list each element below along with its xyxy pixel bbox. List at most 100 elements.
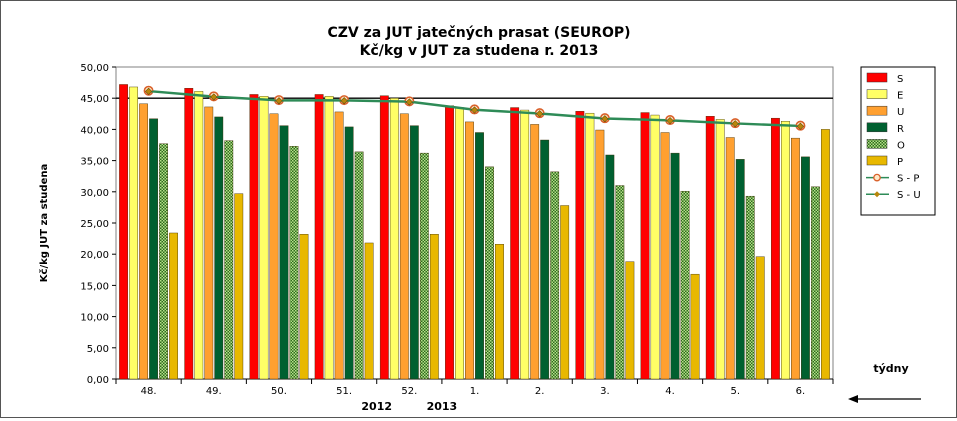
bar-s [771, 117, 780, 380]
x-tick-label: 5. [730, 386, 740, 397]
bar-e [520, 109, 530, 380]
bar-r [670, 152, 680, 380]
bar-u [334, 111, 344, 380]
bar-r [605, 154, 615, 380]
bar-s [510, 107, 520, 380]
y-tick-label: 35,00 [80, 157, 109, 168]
line-point-s-u [144, 87, 153, 95]
arrow-left-icon [848, 395, 921, 403]
chart-title-line2: Kč/kg v JUT za studena r. 2013 [360, 43, 599, 59]
line-point-s-u [405, 98, 413, 106]
y-tick-label: 25,00 [80, 219, 109, 230]
bar-u [465, 121, 474, 380]
bar-s [379, 95, 389, 380]
bar-e [389, 97, 399, 380]
legend-label: R [897, 124, 904, 135]
bar-o [224, 140, 234, 380]
bar-u [791, 137, 800, 380]
legend-label: S [897, 74, 903, 85]
bar-u [269, 113, 279, 380]
line-point-s-u [731, 120, 739, 128]
legend-swatch-p [866, 155, 888, 166]
bar-u [660, 132, 670, 380]
line-point-s-u [796, 122, 805, 130]
y-tick-label: 15,00 [80, 281, 109, 292]
y-tick-label: 30,00 [80, 188, 109, 199]
bar-r [801, 156, 810, 380]
bar-r [149, 118, 158, 380]
bar-r [475, 132, 484, 380]
y-tick-label: 20,00 [80, 250, 109, 261]
y-tick-label: 45,00 [80, 94, 109, 105]
bar-p [299, 234, 309, 380]
bar-u [725, 137, 735, 380]
x-tick-label: 48. [141, 386, 157, 397]
legend-label: S - P [897, 174, 919, 185]
legend-swatch-o [866, 139, 888, 149]
bar-p [560, 205, 570, 380]
bar-p [495, 244, 504, 380]
bar-p [625, 261, 635, 380]
bar-p [690, 273, 700, 380]
bar-r [214, 116, 224, 380]
legend-label: P [897, 157, 903, 168]
bar-s [705, 116, 715, 380]
bar-e [129, 86, 138, 380]
bar-p [234, 193, 244, 380]
bar-o [680, 190, 690, 380]
bar-r [735, 159, 745, 380]
line-point-s-u [666, 117, 674, 125]
x-tick-label: 1. [470, 386, 480, 397]
bar-o [354, 151, 364, 380]
bar-s [640, 112, 650, 380]
lines-layer [143, 85, 806, 131]
x-tick-label: 49. [206, 386, 222, 397]
bar-u [399, 113, 409, 380]
year-label: 2012 [361, 400, 392, 413]
bar-p [169, 232, 178, 380]
bar-o [811, 186, 820, 380]
x-tick-label: 3. [600, 386, 610, 397]
bar-e [650, 114, 660, 380]
bar-u [204, 106, 214, 380]
bar-e [194, 91, 204, 380]
line-point-s-u [601, 115, 609, 123]
legend-label: S - U [897, 190, 921, 201]
bar-e [585, 112, 595, 380]
bar-e [715, 119, 725, 380]
legend-label: U [897, 107, 904, 118]
legend-swatch-s [866, 72, 888, 83]
bar-o [745, 195, 755, 380]
legend-marker-circle [873, 173, 881, 182]
legend-swatch-r [866, 122, 888, 133]
y-tick-label: 50,00 [80, 63, 109, 74]
line-point-s-u [340, 97, 348, 105]
bar-o [419, 152, 429, 380]
y-tick-label: 0,00 [87, 375, 109, 386]
x-axis-label: týdny [873, 362, 908, 375]
bar-e [781, 121, 790, 380]
x-tick-label: 6. [796, 386, 806, 397]
bars-layer [119, 84, 830, 380]
x-tick-label: 4. [665, 386, 675, 397]
legend-label: E [897, 91, 903, 102]
year-label: 2013 [427, 400, 458, 413]
x-tick-label: 51. [336, 386, 352, 397]
y-axis-label: Kč/kg JUT za studena [38, 164, 50, 282]
bar-r [540, 139, 550, 380]
bar-o [550, 171, 560, 380]
bar-s [445, 105, 454, 380]
bar-e [324, 96, 334, 380]
bar-u [139, 103, 148, 380]
legend-label: O [897, 140, 905, 151]
bar-o [159, 143, 168, 380]
bar-r [344, 126, 354, 380]
line-point-s-u [210, 93, 218, 101]
y-tick-label: 10,00 [80, 313, 109, 324]
y-tick-label: 5,00 [87, 344, 109, 355]
bar-s [184, 88, 194, 380]
x-tick-label: 50. [271, 386, 287, 397]
bar-o [485, 166, 494, 380]
bar-u [595, 129, 605, 380]
